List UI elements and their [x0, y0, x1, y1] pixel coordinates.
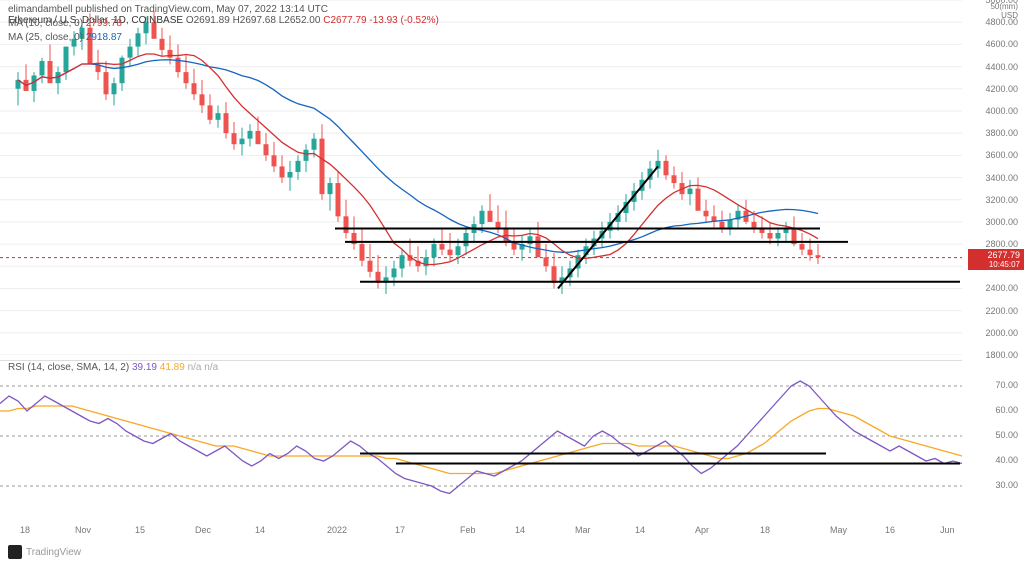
ma25-indicator: MA (25, close, 0) 2918.87: [8, 32, 122, 43]
rsi-sma-value: 41.89: [160, 362, 185, 373]
tradingview-footer[interactable]: TradingView: [8, 545, 81, 559]
ma25-value: 2918.87: [86, 32, 122, 43]
ohlc-high: H2697.68: [233, 15, 276, 26]
ma25-label: MA (25, close, 0): [8, 32, 83, 43]
rsi-y-axis: 30.0040.0050.0060.0070.00: [962, 360, 1024, 510]
ohlc-change: -13.93 (-0.52%): [369, 15, 438, 26]
tradingview-label: TradingView: [26, 547, 81, 558]
rsi-value: 39.19: [132, 362, 157, 373]
rsi-header: RSI (14, close, SMA, 14, 2) 39.19 41.89 …: [8, 362, 218, 373]
tradingview-logo-icon: [8, 545, 22, 559]
ma10-indicator: MA (10, close, 0) 2799.78: [8, 18, 122, 29]
ohlc-low: L2652.00: [279, 15, 321, 26]
ma10-value: 2799.78: [86, 18, 122, 29]
publisher-line: elimandambell published on TradingView.c…: [8, 4, 439, 15]
rsi-chart-svg: [0, 361, 962, 511]
ohlc-open: O2691.89: [186, 15, 230, 26]
ohlc-close: C2677.79: [323, 15, 366, 26]
price-pane[interactable]: [0, 0, 962, 355]
price-chart-svg: [0, 0, 962, 355]
rsi-label: RSI (14, close, SMA, 14, 2): [8, 362, 129, 373]
price-y-axis: 50(mm) USD1800.002000.002200.002400.0026…: [962, 0, 1024, 355]
rsi-na: n/a n/a: [188, 362, 219, 373]
time-x-axis: 18Nov15Dec14202217Feb14Mar14Apr18May16Ju…: [0, 519, 962, 535]
ma10-label: MA (10, close, 0): [8, 18, 83, 29]
rsi-pane[interactable]: [0, 360, 962, 510]
chart-container: 50(mm) USD1800.002000.002200.002400.0026…: [0, 0, 1024, 565]
